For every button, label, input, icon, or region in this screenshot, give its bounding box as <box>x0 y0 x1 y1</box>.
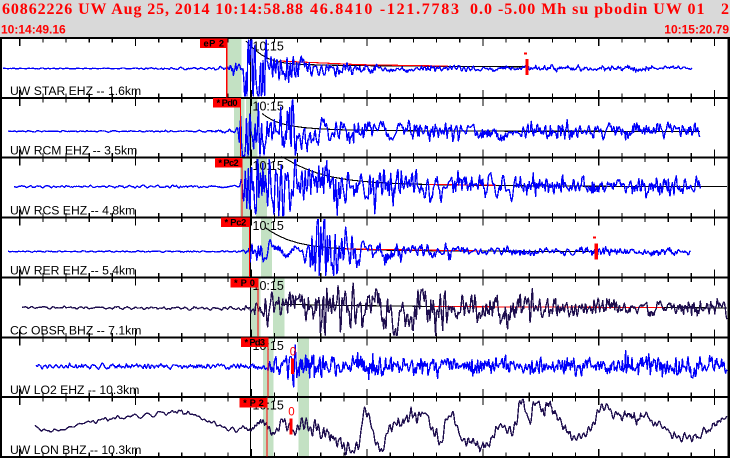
svg-text:* Pc2: * Pc2 <box>218 158 238 168</box>
svg-text:0: 0 <box>290 346 296 358</box>
svg-text:* Pc2: * Pc2 <box>225 218 247 228</box>
svg-text:10:15: 10:15 <box>253 40 284 54</box>
svg-text:46.8410 -121.7783: 46.8410 -121.7783 <box>310 1 459 18</box>
svg-text:* P 0: * P 0 <box>234 278 255 288</box>
svg-text:* Pd0: * Pd0 <box>217 98 238 108</box>
svg-text:UW STAR EHZ -- 1.6km: UW STAR EHZ -- 1.6km <box>10 84 141 98</box>
svg-text:eP 2: eP 2 <box>204 39 225 49</box>
svg-text:10:15: 10:15 <box>253 279 284 293</box>
svg-text:UW RCM EHZ -- 3.5km: UW RCM EHZ -- 3.5km <box>10 144 137 158</box>
svg-text:10:15:20.79: 10:15:20.79 <box>664 23 729 37</box>
svg-text:10:14:49.16: 10:14:49.16 <box>1 23 66 37</box>
svg-text:2: 2 <box>721 1 729 18</box>
svg-text:60862226 UW Aug 25, 2014 10:14: 60862226 UW Aug 25, 2014 10:14:58.88 <box>2 1 303 18</box>
svg-text:UW LON BHZ -- 10.3km: UW LON BHZ -- 10.3km <box>10 443 141 457</box>
svg-text:UW RER EHZ -- 5.4km: UW RER EHZ -- 5.4km <box>10 263 135 277</box>
svg-text:UW RCS EHZ -- 4.8km: UW RCS EHZ -- 4.8km <box>10 204 135 218</box>
svg-text:10:15: 10:15 <box>253 99 284 113</box>
svg-text:0.0 -5.00 Mh su pbodin UW 01: 0.0 -5.00 Mh su pbodin UW 01 <box>470 1 705 18</box>
svg-text:* Pd3: * Pd3 <box>245 338 266 348</box>
svg-text:0: 0 <box>288 406 294 418</box>
svg-text:CC OBSR BHZ -- 7.1km: CC OBSR BHZ -- 7.1km <box>10 323 141 337</box>
svg-text:UW LO2 EHZ -- 10.3km: UW LO2 EHZ -- 10.3km <box>10 383 139 397</box>
svg-text:* P 2: * P 2 <box>243 398 264 408</box>
svg-text:10:15: 10:15 <box>253 219 284 233</box>
